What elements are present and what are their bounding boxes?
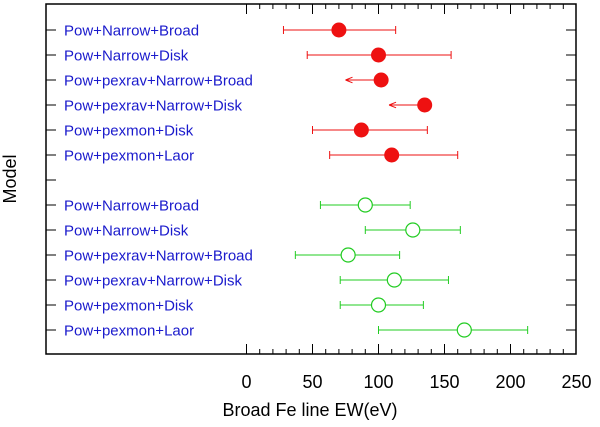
model-label: Pow+pexmon+Disk xyxy=(64,298,194,315)
plot-frame xyxy=(45,3,577,355)
model-label: Pow+pexrav+Narrow+Disk xyxy=(64,273,242,290)
model-label: Pow+pexrav+Narrow+Broad xyxy=(64,73,253,90)
model-label: Pow+pexmon+Disk xyxy=(64,123,194,140)
data-point-filled xyxy=(331,22,347,38)
data-point-group xyxy=(339,297,424,313)
data-point-filled xyxy=(371,47,386,63)
model-label: Pow+Narrow+Disk xyxy=(64,48,189,65)
upper-limit-arrow xyxy=(388,101,397,109)
data-point-group xyxy=(329,147,459,163)
model-label: Pow+Narrow+Broad xyxy=(64,198,199,215)
x-tick-label: 150 xyxy=(429,372,459,392)
data-point-group xyxy=(312,122,428,138)
model-label: Pow+Narrow+Disk xyxy=(64,223,189,240)
data-point-group xyxy=(378,322,529,338)
data-point-open xyxy=(370,297,387,313)
data-point-group xyxy=(319,197,411,213)
model-label: Pow+pexmon+Laor xyxy=(64,148,194,165)
data-point-open xyxy=(405,222,421,238)
data-point-group xyxy=(282,22,397,38)
data-point-filled xyxy=(373,72,389,88)
data-point-filled xyxy=(384,147,400,163)
data-point-open xyxy=(357,197,373,213)
upper-limit-arrow xyxy=(345,76,353,84)
model-label: Pow+pexrav+Narrow+Disk xyxy=(64,98,242,115)
model-label: Pow+pexmon+Laor xyxy=(64,323,194,340)
data-point-group xyxy=(388,97,433,113)
y-axis-label: Model xyxy=(0,154,20,203)
x-tick-label: 0 xyxy=(241,372,251,392)
x-axis-label: Broad Fe line EW(eV) xyxy=(222,400,397,420)
data-point-group xyxy=(364,222,461,238)
data-point-open xyxy=(386,272,402,288)
x-tick-labels: 0 50 100 150 200 250 xyxy=(241,372,591,392)
data-point-group xyxy=(294,247,401,263)
x-tick-label: 100 xyxy=(363,372,393,392)
data-point-open xyxy=(456,322,472,338)
x-tick-label: 200 xyxy=(495,372,525,392)
model-label: Pow+pexrav+Narrow+Broad xyxy=(64,248,253,265)
x-tick-label: 250 xyxy=(561,372,591,392)
data-point-filled xyxy=(353,122,369,138)
data-point-filled xyxy=(417,97,433,113)
model-label: Pow+Narrow+Broad xyxy=(64,23,199,40)
data-point-group xyxy=(345,72,389,88)
axis-ticks xyxy=(46,4,576,354)
model-labels: Pow+Narrow+Broad Pow+Narrow+Disk Pow+pexra… xyxy=(64,23,253,340)
data-point-group xyxy=(339,272,449,288)
x-tick-label: 50 xyxy=(302,372,322,392)
data-point-open xyxy=(340,247,356,263)
data-point-group xyxy=(306,47,452,63)
data-series xyxy=(282,22,529,338)
